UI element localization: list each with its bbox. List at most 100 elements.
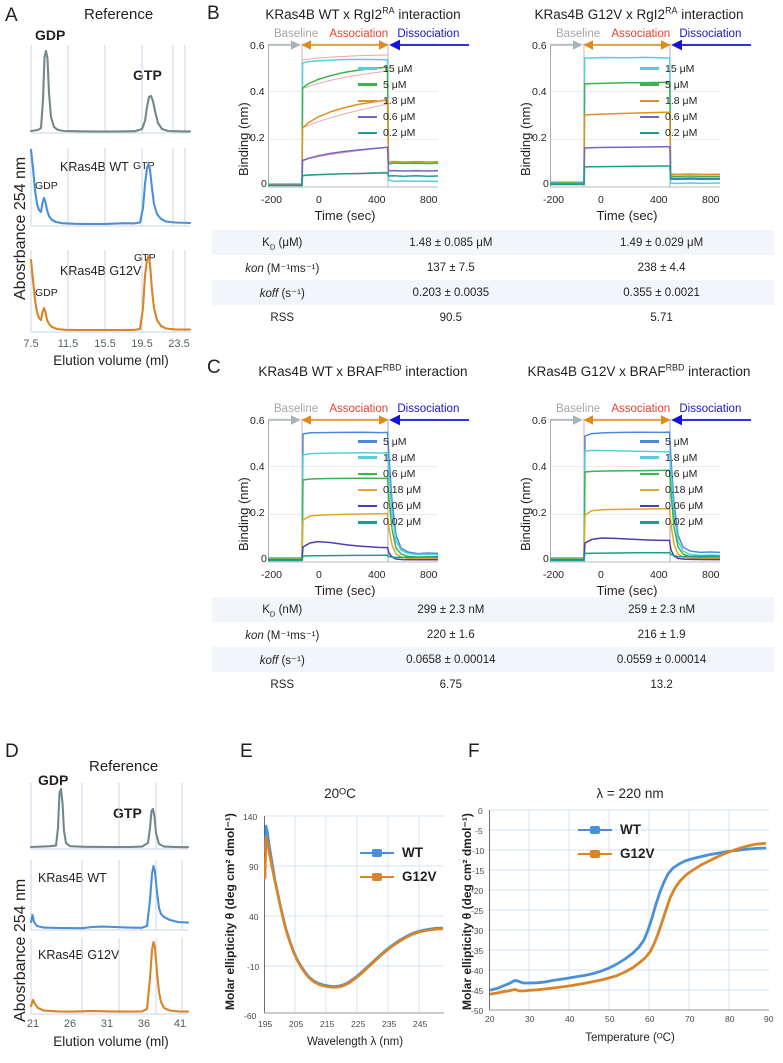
legend-swatch-icon [358, 132, 377, 135]
param-name: K [262, 236, 270, 249]
legend-item: 0.6 μM [640, 467, 703, 480]
legend-item: 5 μM [358, 435, 421, 448]
panel-b-g12v-xtick-2: 400 [650, 194, 668, 206]
panel-a-xlabel: Elution volume (ml) [53, 353, 169, 368]
panel-d-xtick-2: 31 [100, 1018, 114, 1030]
panel-f-ytick-5: -25 [471, 906, 484, 916]
panel-c-wt-legend: 5 μM 1.8 μM 0.6 μM 0.18 μM 0.06 μM 0.02 … [358, 435, 421, 532]
legend-label: 15 μM [383, 62, 413, 75]
panel-b-wt-ytick-1: 0.4 [250, 86, 265, 98]
panel-d-gtp-label: GTP [113, 805, 142, 821]
panel-c-title-g12v-suffix: interaction [684, 364, 751, 379]
panel-e-ytick-1: 90 [249, 862, 259, 872]
panel-b-g12v-ytick-3: 0 [543, 178, 549, 190]
panel-a-chromatogram-g12v [30, 250, 192, 334]
legend-swatch-icon [640, 521, 659, 524]
panel-f-xtick-3: 50 [605, 1014, 615, 1024]
panel-f-ytick-2: -10 [472, 846, 485, 856]
legend-label: 5 μM [665, 435, 689, 448]
panel-a-reference-label: Reference [84, 6, 154, 23]
table-cell-param: RSS [270, 678, 295, 691]
panel-c-wt-ytick-3: 0 [261, 553, 267, 565]
panel-a-xtick-3: 19.5 [131, 338, 153, 350]
table-cell-wt: 220 ± 1.6 [426, 628, 475, 641]
legend-item: 15 μM [358, 62, 415, 75]
legend-label: 5 μM [665, 78, 689, 91]
panel-f-legend: WT G12V [578, 822, 655, 870]
table-cell-param: koff (s⁻¹) [212, 647, 353, 672]
panel-e-ylabel: Molar ellipticity θ (deg cm² dmol⁻¹) [223, 813, 237, 1010]
panel-b-kinetics-table: KD (μM) 1.48 ± 0.085 μM 1.49 ± 0.029 μM … [212, 230, 774, 330]
panel-b-wt-xtick-0: -200 [261, 194, 283, 206]
legend-label: 0.6 μM [665, 111, 698, 124]
panel-e-ytick-3: -10 [247, 962, 260, 972]
table-cell-param: kon (M⁻¹ms⁻¹) [212, 622, 353, 647]
phase-label-baseline: Baseline [274, 28, 319, 40]
panel-c-wt-ylabel: Binding (nm) [236, 477, 251, 551]
panel-b-wt-legend: 15 μM 5 μM 1.8 μM 0.6 μM 0.2 μM [358, 62, 415, 143]
legend-swatch-icon [358, 521, 377, 524]
legend-label: 1.8 μM [383, 94, 416, 107]
panel-c-kinetics-table: KD (nM) 299 ± 2.3 nM 259 ± 2.3 nM kon (M… [212, 597, 774, 697]
param-name: K [262, 603, 270, 616]
legend-label: 0.06 μM [383, 500, 422, 513]
panel-f-xtick-0: 20 [485, 1014, 495, 1024]
panel-e-xtick-2: 215 [320, 1019, 335, 1029]
param-name: kon [245, 629, 264, 642]
legend-item: 1.8 μM [640, 451, 703, 464]
legend-label: 5 μM [383, 435, 407, 448]
param-unit: (μM) [275, 236, 303, 249]
legend-label: 0.02 μM [383, 516, 422, 529]
legend-label: G12V [402, 869, 437, 884]
legend-label: 0.6 μM [665, 467, 698, 480]
panel-b-wt-xtick-1: 0 [316, 194, 322, 206]
phase-label-association: Association [329, 403, 389, 415]
legend-swatch-icon [640, 440, 659, 443]
panel-e-legend: WT G12V [360, 845, 437, 893]
legend-swatch-icon [358, 83, 377, 86]
phase-label-baseline: Baseline [556, 28, 601, 40]
panel-d-xtick-4: 41 [173, 1018, 187, 1030]
legend-label: 0.18 μM [665, 484, 704, 497]
legend-swatch-icon [358, 67, 377, 70]
panel-c-wt-plot [268, 418, 439, 563]
legend-label: 15 μM [665, 62, 695, 75]
legend-swatch-icon [640, 132, 659, 135]
panel-b-g12v-xtick-0: -200 [543, 194, 565, 206]
legend-label: 1.8 μM [383, 451, 416, 464]
table-cell-wt: 137 ± 7.5 [426, 261, 475, 274]
table-row: koff (s⁻¹) 0.203 ± 0.0035 0.355 ± 0.0021 [212, 280, 774, 305]
panel-c-wt-phase-labels: Baseline Association Dissociation [274, 403, 459, 415]
table-cell-g12v: 13.2 [650, 678, 673, 691]
panel-a-xtick-4: 23.5 [168, 338, 190, 350]
panel-f-xtick-2: 40 [565, 1014, 575, 1024]
panel-letter-f: F [468, 741, 480, 762]
table-cell-wt: 6.75 [439, 678, 463, 691]
legend-label: 0.2 μM [383, 127, 416, 140]
panel-b-wt-xlabel: Time (sec) [314, 208, 376, 223]
panel-f-title: λ = 220 nm [596, 786, 664, 801]
panel-d-ylabel: Abosrbance 254 nm [12, 878, 29, 1022]
phase-label-association: Association [329, 28, 389, 40]
panel-f-ytick-10: -50 [471, 1006, 484, 1016]
table-cell-wt: 299 ± 2.3 nM [417, 603, 485, 616]
panel-c-title-wt-sup: RBD [382, 362, 402, 373]
panel-b-g12v-xtick-1: 0 [598, 194, 604, 206]
panel-a-trace-label-g12v: KRas4B G12V [60, 264, 142, 278]
legend-item: 0.06 μM [358, 500, 421, 513]
legend-item: 5 μM [640, 78, 697, 91]
legend-item: 1.8 μM [358, 94, 415, 107]
table-cell-g12v: 238 ± 4.4 [637, 261, 686, 274]
legend-swatch-icon [640, 83, 659, 86]
table-cell-g12v: 259 ± 2.3 nM [628, 603, 696, 616]
panel-b-g12v-ylabel: Binding (nm) [518, 102, 533, 176]
panel-d-xticks: 21 26 31 36 41 [27, 1018, 192, 1032]
legend-swatch-icon [640, 488, 659, 492]
panel-letter-d: D [5, 741, 19, 762]
panel-letter-b: B [207, 3, 220, 24]
panel-f-ytick-8: -40 [471, 966, 484, 976]
table-cell-wt: 1.48 ± 0.085 μM [409, 236, 493, 249]
panel-c-wt-ytick-0: 0.6 [250, 415, 265, 427]
panel-e-title: 20ᴼC [324, 786, 356, 801]
panel-d-xtick-1: 26 [63, 1018, 77, 1030]
